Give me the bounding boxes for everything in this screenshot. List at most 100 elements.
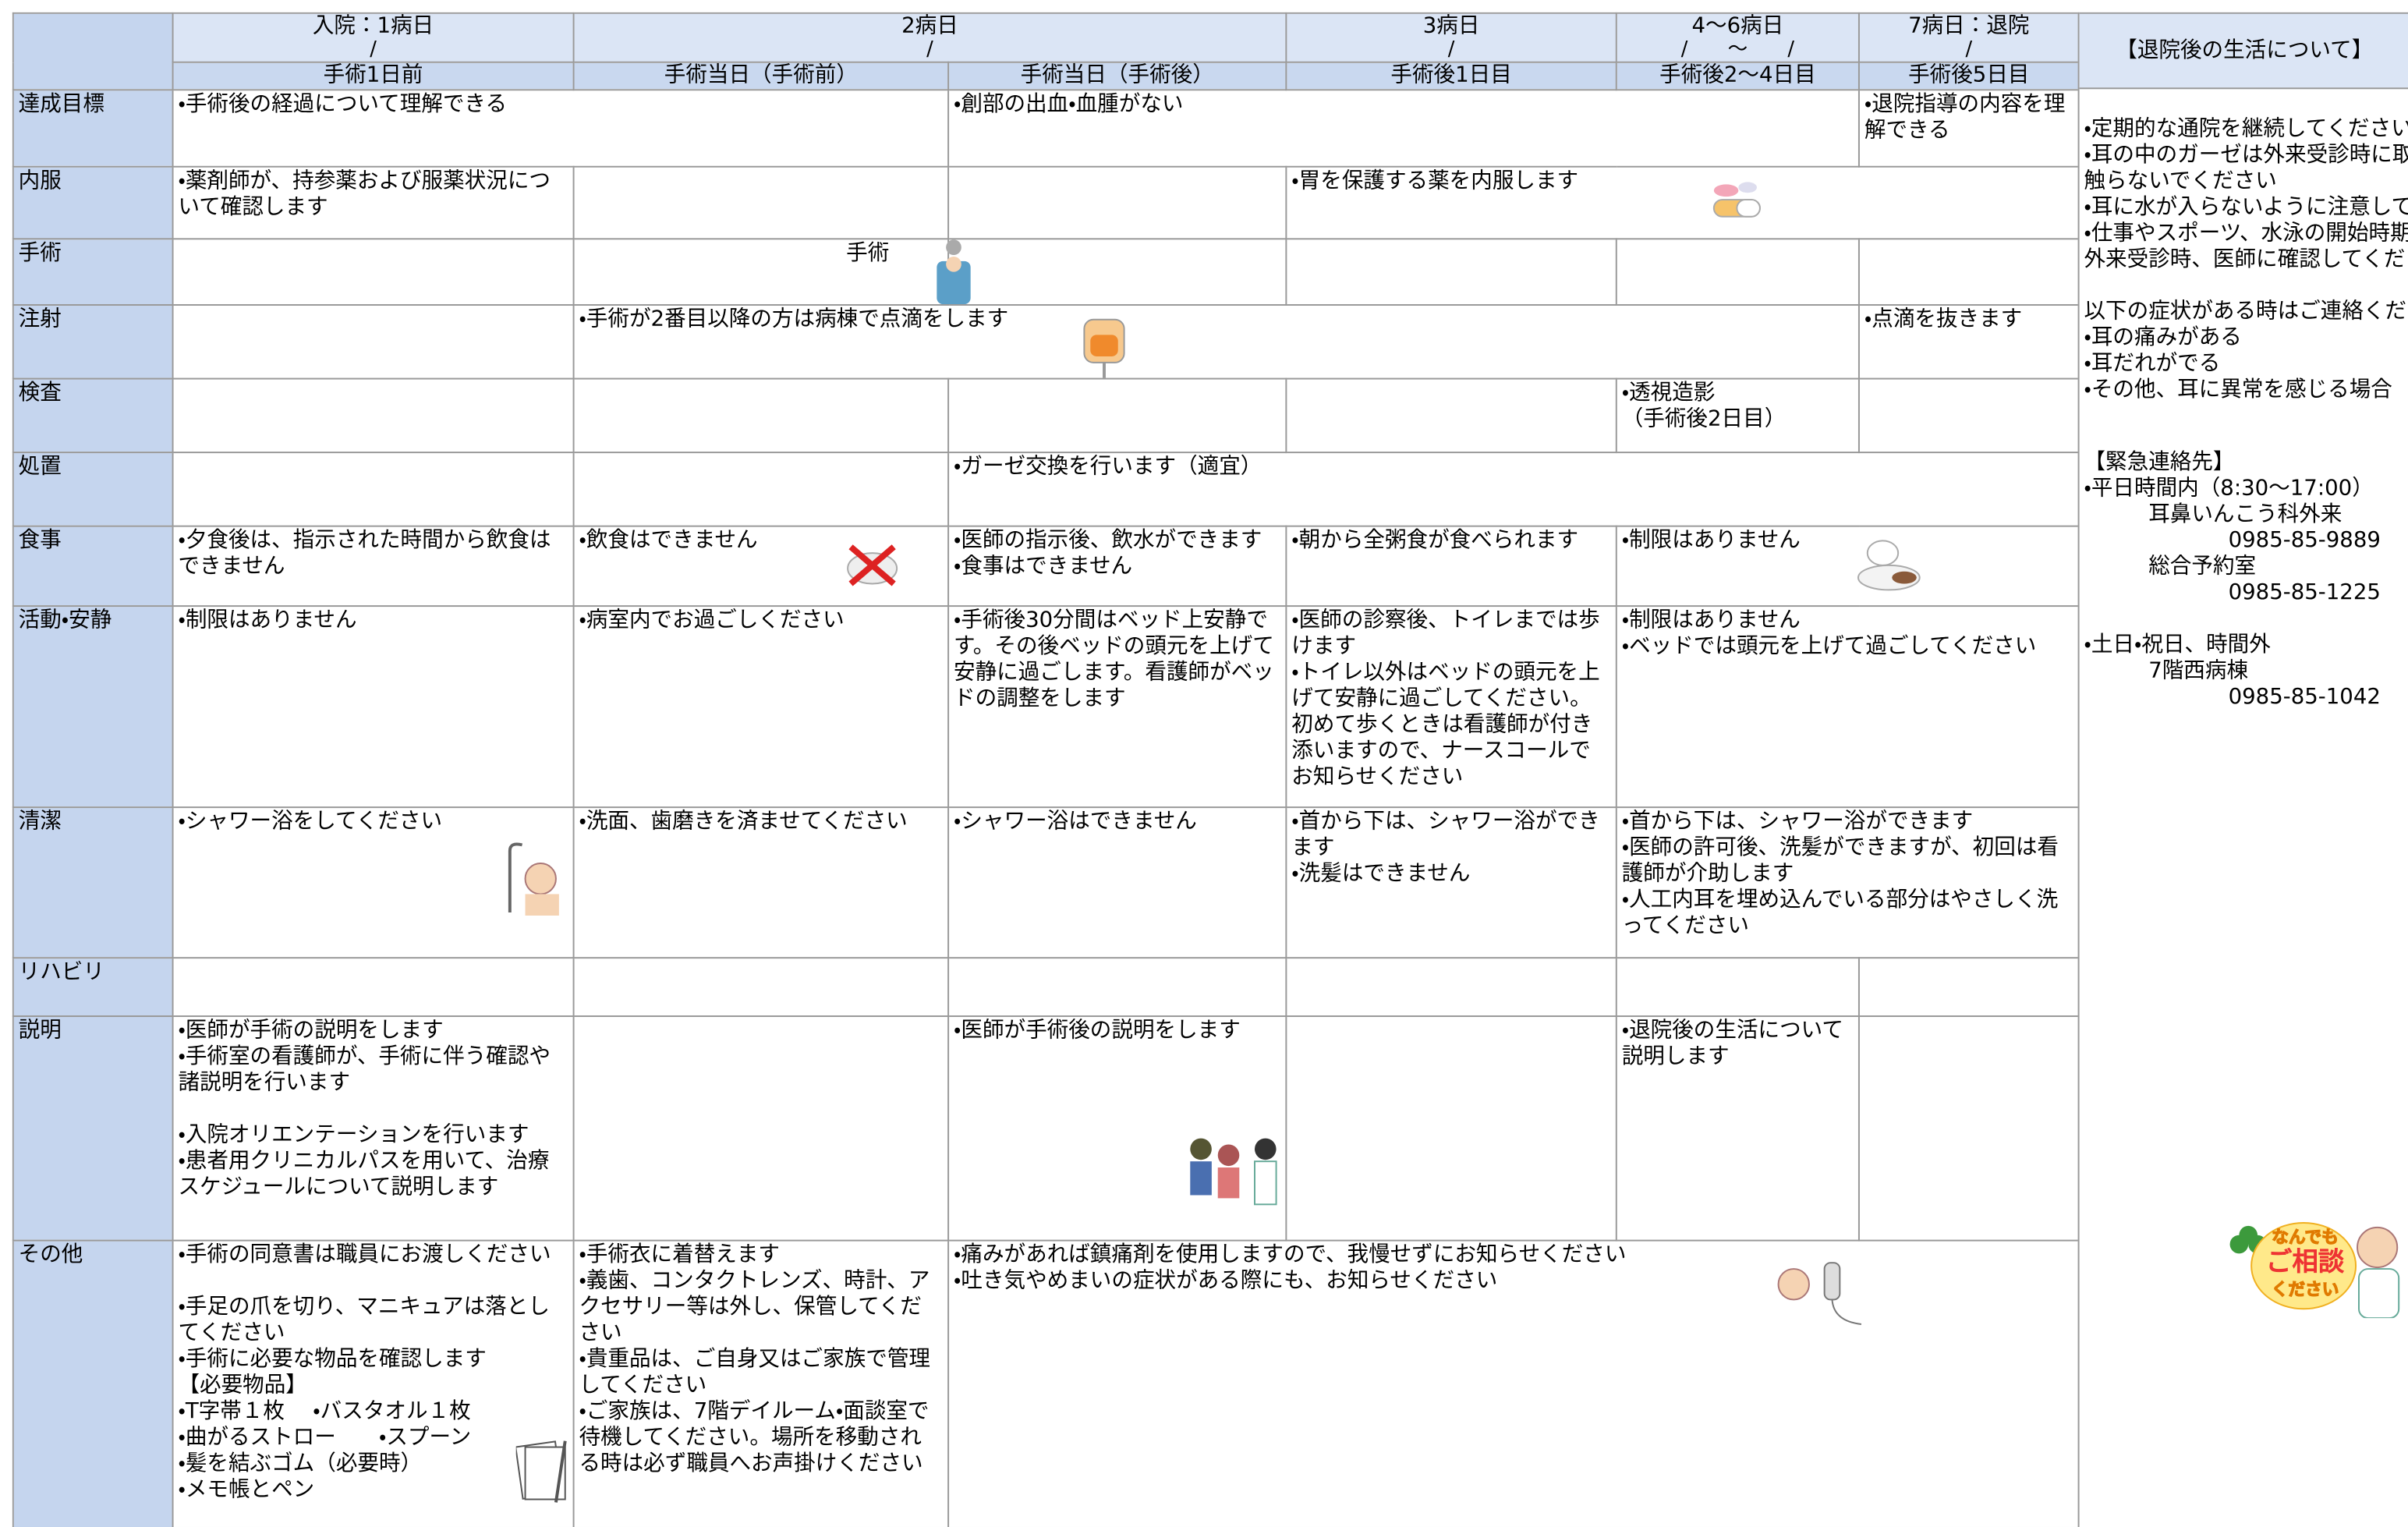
cell-text: 手術: [572, 238, 950, 306]
table-row: 清潔 ・シャワー浴をしてください ・洗面、歯磨きを済ませてください ・シャワー浴はでき…: [12, 806, 2078, 959]
empty-cell: [1858, 238, 2078, 306]
cell-text: ・胃を保護する薬を内服します: [1285, 165, 2078, 240]
row-label: 説明: [12, 1015, 174, 1242]
cell-text: ・首から下は、シャワー浴ができます ・医師の許可後、洗髪ができますが、初回は看護…: [1615, 806, 2078, 959]
empty-cell: [947, 957, 1287, 1018]
consult-badge: なんでも ご相談 ください: [2227, 1210, 2408, 1319]
contact-place: 総合予約室: [2148, 554, 2257, 579]
cell-text: ・創部の出血・血腫がない: [947, 89, 1860, 168]
cell-text: ・手術が2番目以降の方は病棟で点滴をします: [572, 304, 1860, 380]
table-row: その他 ・手術の同意書は職員にお渡しください ・手足の爪を切り、マニキュアは落とし…: [12, 1239, 2078, 1527]
day-marker: /: [1447, 38, 1455, 62]
cell-text: ・制限はありません: [172, 605, 575, 809]
cell-text: ・医師の指示後、飲水ができます ・食事はできません: [947, 525, 1287, 608]
cell-text: ・手術後30分間はベッド上安静です。その後ベッドの頭元を上げて安静に過ごします。…: [947, 605, 1287, 809]
surgeon-icon: [937, 239, 971, 305]
empty-cell: [1285, 957, 1617, 1018]
row-label: 食事: [12, 525, 174, 608]
contact-tel: 0985-85-9889: [2228, 528, 2381, 554]
cell-text: ・飲食はできません: [572, 525, 950, 608]
contacts: 【緊急連絡先】 ・平日時間内（8:30～17:00） 耳鼻いんこう科外来 0985-…: [2084, 450, 2408, 711]
contact-when: ・土日・祝日、時間外: [2084, 632, 2271, 658]
row-label: 処置: [12, 452, 174, 527]
row-label: 注射: [12, 304, 174, 380]
day-header: 入院：1病日 /: [172, 12, 575, 63]
row-label: 活動・安静: [12, 605, 174, 809]
day-marker: /: [1965, 38, 1973, 62]
row-label: 検査: [12, 377, 174, 454]
empty-cell: [172, 452, 575, 527]
cell-text: ・医師が手術後の説明をします: [947, 1015, 1287, 1242]
empty-cell: [572, 1015, 950, 1242]
header-row: 入院：1病日/2病日/3病日/4～6病日 / ～ /7病日：退院 /: [12, 12, 2078, 91]
meal-icon: [1857, 540, 1921, 591]
day-header: 4～6病日 / ～ /: [1615, 12, 1860, 63]
empty-cell: [1615, 957, 1860, 1018]
cell-text: ・退院指導の内容を理解できる: [1858, 89, 2078, 168]
cell-text: ・首から下は、シャワー浴ができます ・洗髪はできません: [1285, 806, 1617, 959]
cell-text: ・病室内でお過ごしください: [572, 605, 950, 809]
cell-text: ・医師の診察後、トイレまでは歩けます ・トイレ以外はベッドの頭元を上げて安静に過…: [1285, 605, 1617, 809]
empty-cell: [1285, 377, 1617, 454]
corner-cell: [12, 12, 174, 91]
table-row: リハビリ: [12, 957, 2078, 1018]
table-row: 達成目標 ・手術後の経過について理解できる ・創部の出血・血腫がない ・退院指導の内容…: [12, 89, 2078, 168]
empty-cell: [172, 957, 575, 1018]
side-title: 【退院後の生活について】: [2079, 12, 2408, 90]
day-header: 2病日 /: [572, 12, 1287, 63]
empty-cell: [947, 165, 1287, 240]
cell-text: ・手術衣に着替えます ・義歯、コンタクトレンズ、時計、アクセサリー等は外し、保管…: [572, 1239, 950, 1527]
contact-place: 7階西病棟: [2148, 659, 2249, 684]
empty-cell: [172, 304, 575, 380]
empty-cell: [572, 377, 950, 454]
row-label: 達成目標: [12, 89, 174, 168]
consultation-icon: [1190, 1138, 1277, 1206]
contact-title: 【緊急連絡先】: [2084, 450, 2235, 475]
day-header: 7病日：退院 /: [1858, 12, 2078, 63]
day-marker: /: [926, 38, 933, 62]
spacer: [2084, 607, 2408, 632]
pathway-table: 入院：1病日/2病日/3病日/4～6病日 / ～ /7病日：退院 / 手術1日前 手術当…: [12, 12, 2078, 1527]
documents-icon: [515, 1440, 567, 1503]
no-food-icon: [847, 544, 898, 586]
sub-header: 手術後5日目: [1858, 61, 2078, 91]
cell-text: ・医師が手術の説明をします ・手術室の看護師が、手術に伴う確認や諸説明を行います…: [172, 1015, 575, 1242]
cell-text: ・洗面、歯磨きを済ませてください: [572, 806, 950, 959]
table-row: 手術 手術: [12, 238, 2078, 306]
cell-text: ・点滴を抜きます: [1858, 304, 2078, 380]
table-row: 検査 ・透視造影 （手術後2日目）: [12, 377, 2078, 454]
row-label: リハビリ: [12, 957, 174, 1018]
side-panel: 【退院後の生活について】 ・定期的な通院を継続してください ・耳の中のガーゼは外…: [2077, 12, 2408, 1527]
day-header: 3病日 /: [1285, 12, 1617, 63]
contact-tel: 0985-85-1225: [2228, 580, 2381, 606]
cell-text: ・制限はありません ・ベッドでは頭元を上げて過ごしてください: [1615, 605, 2078, 809]
day-marker: /: [370, 38, 377, 62]
empty-cell: [1858, 957, 2078, 1018]
badge-text: ご相談: [2265, 1247, 2345, 1278]
cell-text: ・ガーゼ交換を行います（適宜）: [947, 452, 2078, 527]
pill-icon: [1712, 182, 1761, 218]
badge-text: なんでも: [2272, 1227, 2339, 1248]
table-row: 活動・安静 ・制限はありません ・病室内でお過ごしください ・手術後30分間はベッド上…: [12, 605, 2078, 809]
side-body: ・定期的な通院を継続してください ・耳の中のガーゼは外来受診時に取りますので、触…: [2084, 116, 2408, 403]
empty-cell: [172, 238, 575, 306]
iv-bag-icon: [1083, 318, 1125, 378]
day-label: 入院：1病日: [312, 13, 434, 39]
empty-cell: [1615, 238, 1860, 306]
pathway-table-wrap: 入院：1病日/2病日/3病日/4～6病日 / ～ /7病日：退院 / 手術1日前 手術当…: [12, 12, 2078, 1527]
cell-text: ・手術後の経過について理解できる: [172, 89, 950, 168]
sub-header: 手術後2～4日目: [1615, 61, 1860, 91]
empty-cell: [947, 377, 1287, 454]
empty-cell: [172, 377, 575, 454]
table-row: 注射 ・手術が2番目以降の方は病棟で点滴をします ・点滴を抜きます: [12, 304, 2078, 380]
row-label: 手術: [12, 238, 174, 306]
cell-text: ・夕食後は、指示された時間から飲食はできません: [172, 525, 575, 608]
row-label: その他: [12, 1239, 174, 1527]
empty-cell: [1858, 1015, 2078, 1242]
empty-cell: [1285, 238, 1617, 306]
cell-text: ・シャワー浴はできません: [947, 806, 1287, 959]
cell-text: ・制限はありません: [1615, 525, 2078, 608]
sub-header: 手術後1日目: [1285, 61, 1617, 91]
day-label: 3病日: [1422, 13, 1480, 39]
